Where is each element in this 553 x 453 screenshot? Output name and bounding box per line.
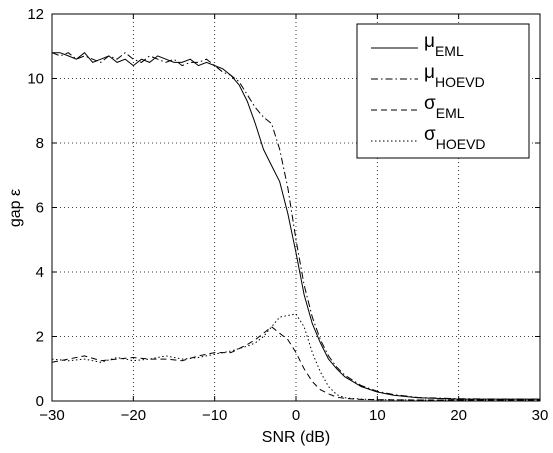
legend-entry-0: μEML xyxy=(424,31,464,59)
x-tick-label: 30 xyxy=(532,407,549,424)
y-tick-label: 6 xyxy=(36,200,44,217)
legend-subscript: EML xyxy=(435,43,464,59)
series-line-3 xyxy=(51,313,540,401)
x-tick-label: −20 xyxy=(121,407,146,424)
series-line-1 xyxy=(51,52,540,400)
axis-ticks: −30 −20 −10 0 10 20 30 0 2 4 6 8 10 12 xyxy=(27,6,548,424)
legend-symbol: σ xyxy=(424,124,436,145)
y-tick-label: 2 xyxy=(36,329,44,346)
x-tick-label: 0 xyxy=(292,407,300,424)
y-tick-label: 10 xyxy=(27,71,44,88)
series-lines xyxy=(51,52,540,401)
legend-subscript: HOEVD xyxy=(436,136,486,152)
x-tick-label: 10 xyxy=(369,407,386,424)
series-line-2 xyxy=(51,326,540,401)
legend-entry-3: σHOEVD xyxy=(424,124,486,152)
legend-symbol: σ xyxy=(424,93,436,114)
series-line-0 xyxy=(52,52,540,400)
legend-subscript: HOEVD xyxy=(435,74,485,90)
x-tick-label: −30 xyxy=(39,407,64,424)
legend-symbol: μ xyxy=(424,62,435,83)
y-tick-label: 8 xyxy=(36,135,44,152)
legend-subscript: EML xyxy=(436,105,465,121)
y-axis-label: gap ε xyxy=(7,189,24,227)
legend-entry-1: μHOEVD xyxy=(424,62,485,90)
legend-entry-2: σEML xyxy=(424,93,465,121)
x-tick-label: 20 xyxy=(450,407,467,424)
x-tick-label: −10 xyxy=(202,407,227,424)
legend-box xyxy=(356,23,530,159)
y-tick-label: 0 xyxy=(36,393,44,410)
x-axis-label: SNR (dB) xyxy=(262,429,330,446)
y-tick-label: 12 xyxy=(27,6,44,23)
y-tick-label: 4 xyxy=(36,264,44,281)
legend-symbol: μ xyxy=(424,31,435,52)
